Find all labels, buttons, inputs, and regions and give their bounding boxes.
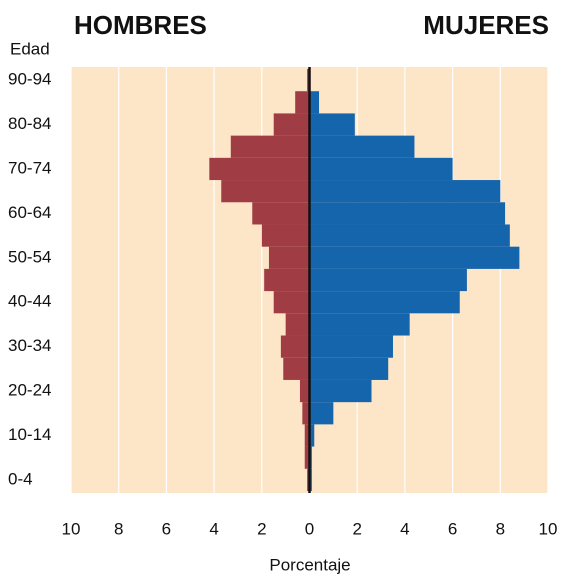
x-tick-label: 2 — [352, 519, 361, 538]
bar — [299, 379, 310, 403]
y-axis-label: Edad — [10, 39, 50, 58]
bar — [221, 180, 310, 203]
bar — [309, 113, 355, 136]
x-tick-label: 4 — [400, 519, 409, 538]
x-tick-label: 4 — [209, 519, 218, 538]
x-tick-label: 10 — [62, 519, 81, 538]
bar — [268, 246, 310, 269]
bar — [230, 135, 310, 158]
bar — [295, 91, 310, 114]
bar — [304, 446, 310, 469]
y-tick-label: 0-4 — [8, 469, 33, 488]
bar — [261, 224, 310, 247]
bar — [309, 357, 389, 380]
bar — [309, 291, 460, 314]
legend-label head: HOMBRES — [74, 10, 207, 40]
y-tick-label: 90-94 — [8, 70, 51, 89]
bar — [309, 224, 510, 247]
y-tick-label: 20-24 — [8, 381, 51, 400]
bar — [309, 135, 415, 158]
bar — [309, 335, 393, 358]
y-tick-label: 50-54 — [8, 247, 51, 266]
bar — [309, 402, 334, 425]
y-tick-label: 80-84 — [8, 114, 51, 133]
x-tick-label: 2 — [257, 519, 266, 538]
legend-label head: MUJERES — [423, 10, 549, 40]
bar — [309, 379, 372, 403]
bar — [264, 268, 310, 292]
y-tick-label: 70-74 — [8, 158, 51, 177]
bar — [252, 202, 310, 225]
x-tick-label: 0 — [305, 519, 314, 538]
y-tick-label: 30-34 — [8, 336, 51, 355]
y-tick-label: 40-44 — [8, 292, 51, 311]
bar — [309, 202, 506, 225]
bar — [309, 180, 501, 203]
x-tick-label: 8 — [496, 519, 505, 538]
x-tick-label: 6 — [162, 519, 171, 538]
x-tick-label: 6 — [448, 519, 457, 538]
bar — [285, 313, 310, 336]
bar — [309, 313, 410, 336]
bar — [309, 268, 467, 292]
x-tick-label: 8 — [114, 519, 123, 538]
bar — [309, 91, 320, 114]
bar — [280, 335, 310, 358]
bar — [209, 157, 310, 181]
bar — [309, 424, 315, 447]
bar — [309, 246, 520, 269]
x-axis-label: Porcentaje — [269, 555, 350, 574]
bar — [283, 357, 310, 380]
bar — [273, 291, 310, 314]
y-tick-label: 60-64 — [8, 203, 51, 222]
bar — [309, 157, 453, 181]
x-tick-label: 10 — [539, 519, 558, 538]
bar — [273, 113, 310, 136]
y-tick-label: 10-14 — [8, 425, 51, 444]
bar — [302, 402, 310, 425]
bar — [304, 424, 310, 447]
